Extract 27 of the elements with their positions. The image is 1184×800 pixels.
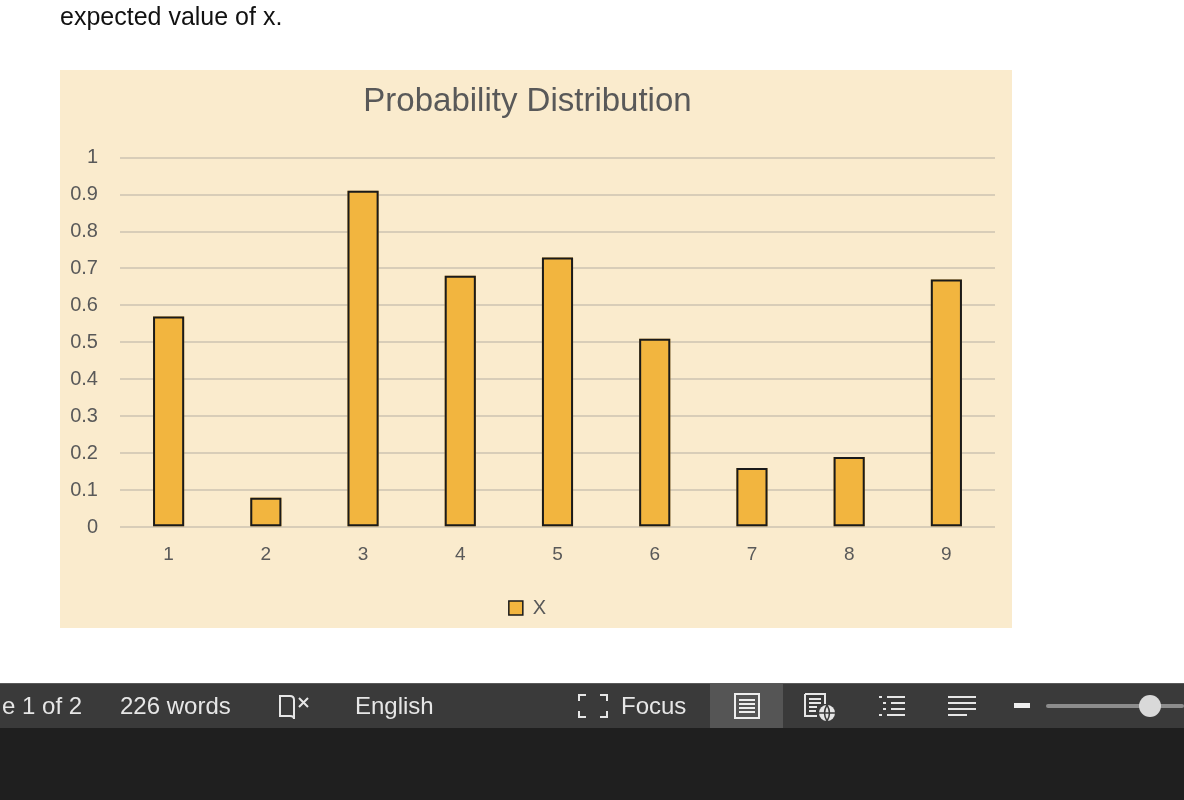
y-tick-label: 1 xyxy=(86,145,98,168)
text: English xyxy=(355,691,434,721)
text: 226 words xyxy=(120,691,231,721)
y-tick-label: 0.9 xyxy=(70,182,98,205)
x-tick-label: 3 xyxy=(357,542,369,564)
x-tick-label: 1 xyxy=(163,542,174,564)
x-tick-label: 6 xyxy=(649,542,661,564)
text: Focus xyxy=(621,691,687,721)
y-tick-label: 0.4 xyxy=(70,366,98,389)
x-tick-label: 4 xyxy=(454,542,466,564)
text: e 1 of 2 xyxy=(2,691,83,721)
text: expected value of x. xyxy=(60,1,283,32)
y-tick-label: 0 xyxy=(86,514,98,537)
y-tick-label: 0.7 xyxy=(70,256,98,278)
legend-label: X xyxy=(532,595,547,618)
x-tick-label: 2 xyxy=(260,542,272,564)
y-tick-label: 0.2 xyxy=(70,440,98,463)
x-tick-label: 7 xyxy=(746,542,758,564)
y-tick-label: 0.8 xyxy=(70,219,98,242)
y-tick-label: 0.1 xyxy=(70,477,98,500)
y-tick-label: 0.3 xyxy=(70,403,98,426)
x-tick-label: 5 xyxy=(552,542,563,564)
x-tick-label: 8 xyxy=(843,542,855,564)
y-tick-label: 0.5 xyxy=(70,329,98,352)
y-tick-label: 0.6 xyxy=(70,292,98,315)
x-tick-label: 9 xyxy=(941,542,952,564)
chart-title: Probability Distribution xyxy=(363,80,692,118)
